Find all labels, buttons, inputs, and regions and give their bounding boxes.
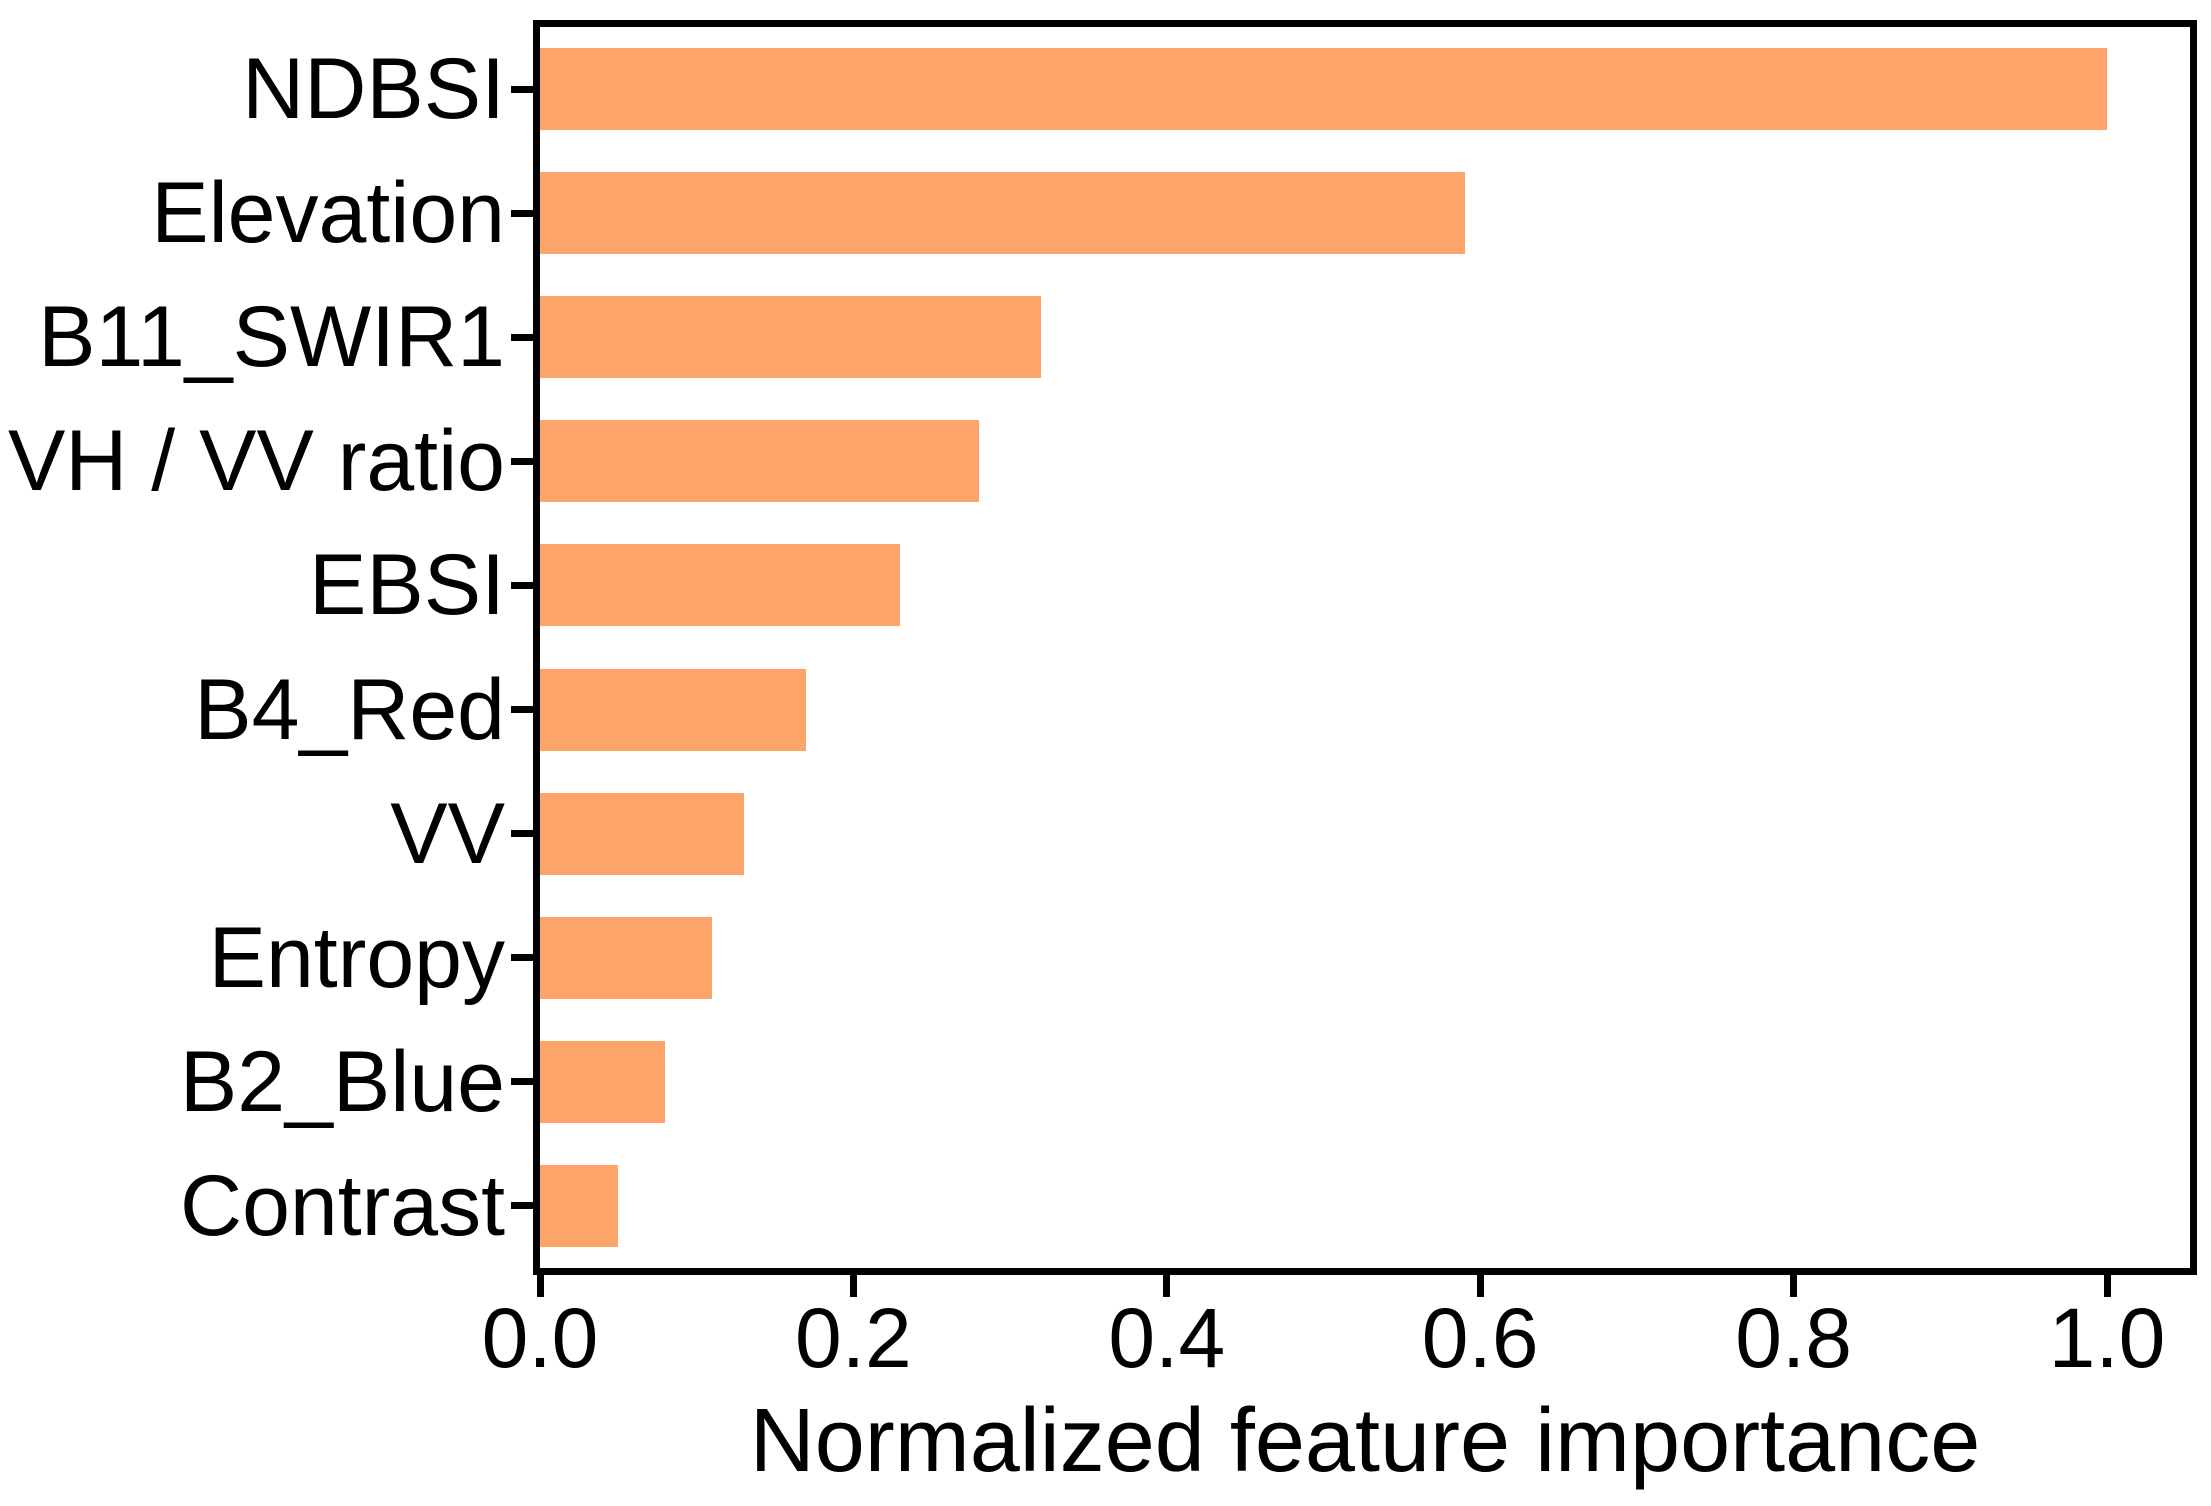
y-label-entropy: Entropy [208,909,505,1006]
x-tick [536,1275,544,1297]
y-tick [511,85,533,93]
y-tick [511,954,533,962]
x-tick-label-0.8: 0.8 [1735,1291,1852,1385]
y-tick [511,1202,533,1210]
bar-b4-red [540,668,806,751]
x-tick-label-0.4: 0.4 [1108,1291,1226,1385]
bar-contrast [540,1164,618,1247]
y-label-b11-swir1: B11_SWIR1 [38,289,505,386]
y-label-b4-red: B4_Red [194,661,505,758]
x-tick [1163,1275,1171,1297]
x-tick-label-0.6: 0.6 [1421,1291,1539,1385]
y-label-b2-blue: B2_Blue [179,1033,505,1130]
y-tick [511,830,533,838]
y-label-vv: VV [390,785,505,882]
bar-vv [540,792,744,875]
y-tick [511,1078,533,1086]
y-label-elevation: Elevation [151,165,505,262]
x-tick [849,1275,857,1297]
x-tick-label-1.0: 1.0 [2048,1291,2166,1385]
bar-ebsi [540,544,900,627]
x-tick [2103,1275,2111,1297]
x-tick [1790,1275,1798,1297]
y-label-vh-vv-ratio: VH / VV ratio [7,413,505,510]
y-tick [511,457,533,465]
y-tick [511,706,533,714]
y-label-ebsi: EBSI [309,537,505,634]
bar-vh-vv-ratio [540,420,979,503]
x-tick-label-0.0: 0.0 [481,1291,599,1385]
y-tick [511,581,533,589]
bar-entropy [540,916,712,999]
x-tick-label-0.2: 0.2 [795,1291,912,1385]
bar-b11-swir1 [540,296,1041,379]
y-label-ndbsi: NDBSI [242,41,505,138]
y-tick [511,333,533,341]
y-tick [511,209,533,217]
bar-ndbsi [540,48,2107,131]
y-label-contrast: Contrast [179,1157,505,1254]
bar-elevation [540,172,1465,255]
x-tick [1476,1275,1484,1297]
bar-b2-blue [540,1040,665,1123]
x-axis-title: Normalized feature importance [749,1391,1981,1491]
